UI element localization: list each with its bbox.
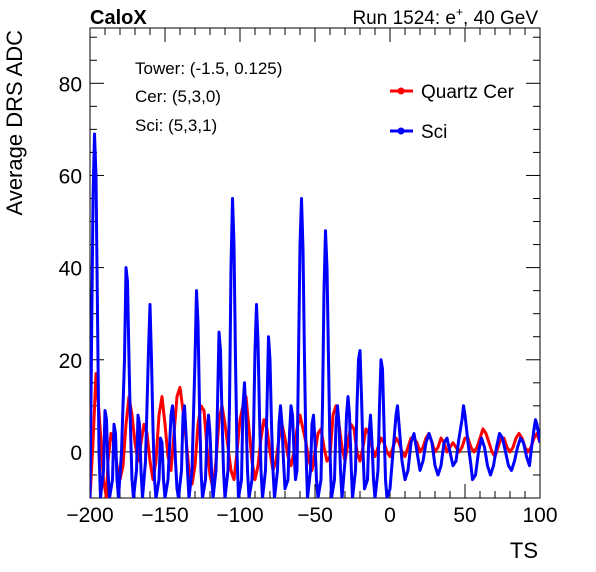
y-tick-label: 40 (59, 258, 82, 281)
y-tick-label: 60 (59, 165, 82, 188)
x-axis-label: TS (510, 538, 538, 563)
chart-title-right-sup: + (456, 5, 463, 19)
info-tower: Tower: (-1.5, 0.125) (135, 59, 282, 78)
chart-title-left: CaloX (90, 7, 147, 29)
y-tick-label: 80 (59, 73, 82, 96)
chart-title-right: Run 1524: e+, 40 GeV (352, 5, 538, 29)
x-tick-label: −50 (297, 504, 333, 527)
x-tick-label: −150 (141, 504, 188, 527)
x-tick-label: 50 (453, 504, 476, 527)
chart-title-right-prefix: Run 1524: e (352, 8, 456, 29)
legend: Quartz Cer Sci (390, 82, 515, 143)
y-tick-label: 20 (59, 350, 82, 373)
x-tick-label: −100 (216, 504, 263, 527)
series-line-sci (90, 132, 540, 498)
legend-label-sci: Sci (421, 122, 447, 143)
y-tick-label: 0 (70, 442, 82, 465)
x-tick-label: 0 (384, 504, 396, 527)
legend-marker-quartz-cer (397, 87, 405, 95)
legend-marker-sci (397, 127, 405, 135)
x-tick-label: −200 (66, 504, 113, 527)
y-axis-tick-labels: 0 20 40 60 80 (59, 73, 82, 465)
legend-label-quartz-cer: Quartz Cer (421, 82, 515, 103)
x-tick-label: 100 (522, 504, 557, 527)
info-sci: Sci: (5,3,1) (135, 116, 217, 135)
series-line-quartz-cer (90, 372, 540, 498)
y-axis-label: Average DRS ADC (2, 30, 27, 216)
info-cer: Cer: (5,3,0) (135, 87, 221, 106)
x-axis-tick-labels: −200 −150 −100 −50 0 50 100 (66, 504, 557, 527)
chart-title-right-suffix: , 40 GeV (463, 8, 538, 29)
